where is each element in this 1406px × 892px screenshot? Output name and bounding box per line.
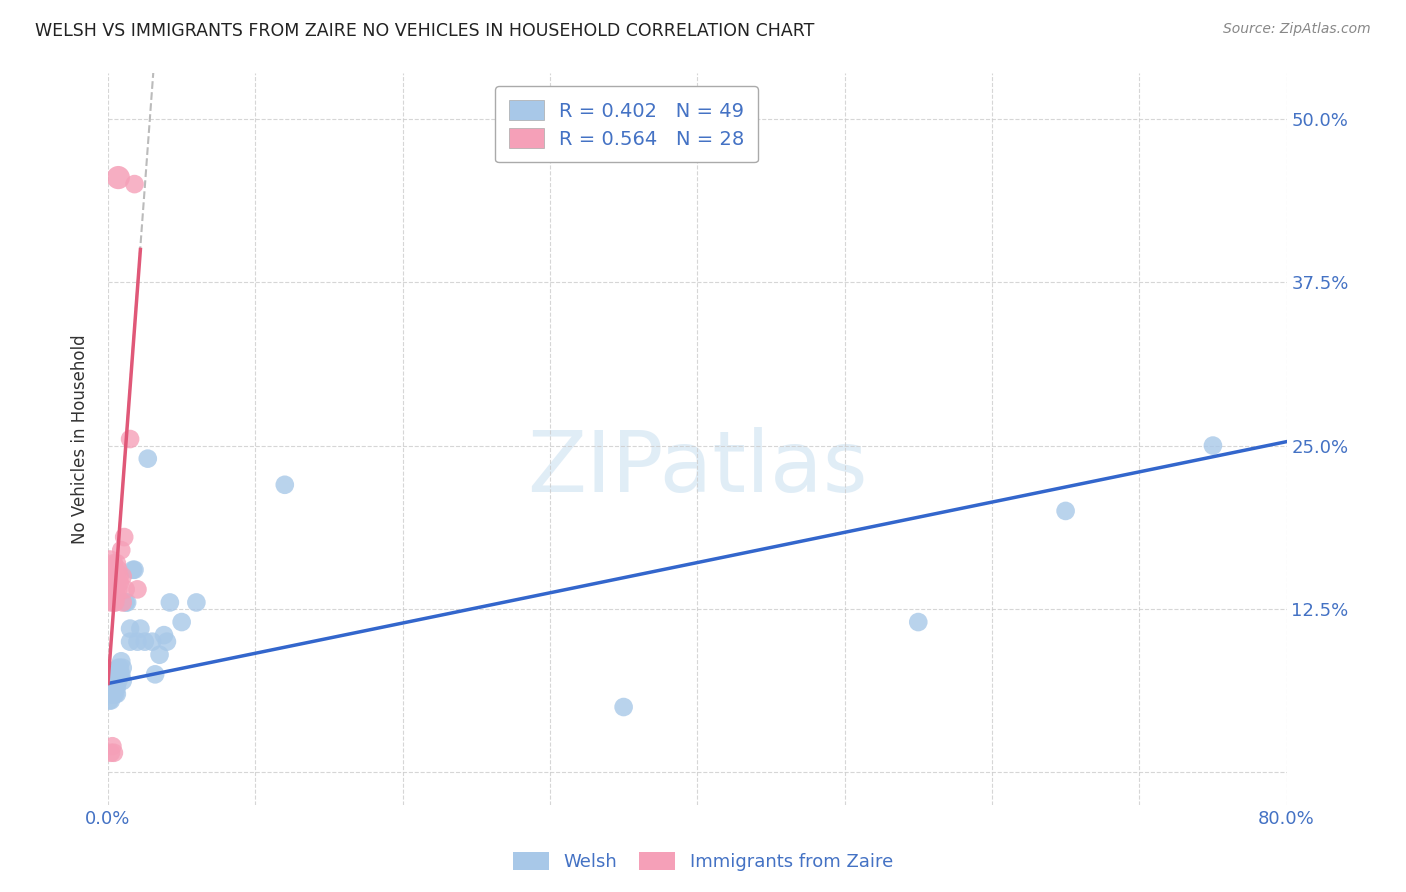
Legend: R = 0.402   N = 49, R = 0.564   N = 28: R = 0.402 N = 49, R = 0.564 N = 28 — [495, 87, 758, 162]
Point — [108, 569, 131, 583]
Point — [108, 661, 131, 675]
Point — [101, 681, 124, 695]
Point — [1054, 504, 1077, 518]
Point — [111, 569, 134, 583]
Point — [105, 687, 128, 701]
Point — [104, 563, 127, 577]
Point — [120, 622, 142, 636]
Point — [100, 595, 122, 609]
Point — [105, 556, 128, 570]
Point — [134, 634, 156, 648]
Point — [101, 563, 124, 577]
Point — [141, 634, 163, 648]
Point — [98, 563, 121, 577]
Point — [104, 595, 127, 609]
Point — [114, 582, 136, 597]
Point — [103, 673, 125, 688]
Point — [101, 589, 124, 603]
Point — [122, 563, 145, 577]
Y-axis label: No Vehicles in Household: No Vehicles in Household — [72, 334, 89, 544]
Point — [104, 667, 127, 681]
Point — [101, 687, 124, 701]
Point — [1202, 439, 1225, 453]
Point — [127, 582, 149, 597]
Point — [107, 661, 129, 675]
Text: WELSH VS IMMIGRANTS FROM ZAIRE NO VEHICLES IN HOUSEHOLD CORRELATION CHART: WELSH VS IMMIGRANTS FROM ZAIRE NO VEHICL… — [35, 22, 814, 40]
Point — [100, 687, 122, 701]
Point — [186, 595, 208, 609]
Point — [105, 575, 128, 590]
Point — [98, 693, 121, 707]
Point — [127, 634, 149, 648]
Point — [101, 673, 124, 688]
Point — [104, 687, 127, 701]
Point — [108, 575, 131, 590]
Point — [170, 615, 193, 629]
Point — [159, 595, 181, 609]
Legend: Welsh, Immigrants from Zaire: Welsh, Immigrants from Zaire — [506, 845, 900, 879]
Point — [98, 681, 121, 695]
Text: Source: ZipAtlas.com: Source: ZipAtlas.com — [1223, 22, 1371, 37]
Point — [120, 432, 142, 446]
Point — [114, 595, 136, 609]
Point — [103, 556, 125, 570]
Point — [105, 667, 128, 681]
Point — [104, 673, 127, 688]
Point — [124, 177, 146, 191]
Point — [103, 681, 125, 695]
Point — [136, 451, 159, 466]
Point — [111, 595, 134, 609]
Point — [103, 575, 125, 590]
Point — [115, 595, 138, 609]
Point — [120, 634, 142, 648]
Point — [124, 563, 146, 577]
Point — [153, 628, 176, 642]
Point — [103, 687, 125, 701]
Point — [101, 687, 124, 701]
Point — [107, 563, 129, 577]
Point — [156, 634, 179, 648]
Point — [100, 569, 122, 583]
Point — [108, 667, 131, 681]
Point — [98, 556, 121, 570]
Point — [110, 543, 132, 558]
Point — [110, 667, 132, 681]
Point — [103, 595, 125, 609]
Point — [143, 667, 166, 681]
Point — [613, 700, 636, 714]
Point — [100, 673, 122, 688]
Point — [148, 648, 170, 662]
Point — [112, 530, 135, 544]
Point — [103, 746, 125, 760]
Point — [101, 739, 124, 754]
Point — [111, 661, 134, 675]
Point — [107, 170, 129, 185]
Point — [274, 477, 297, 491]
Point — [105, 589, 128, 603]
Point — [107, 582, 129, 597]
Point — [129, 622, 152, 636]
Point — [100, 746, 122, 760]
Point — [104, 582, 127, 597]
Point — [100, 693, 122, 707]
Point — [110, 654, 132, 668]
Point — [111, 673, 134, 688]
Text: ZIPatlas: ZIPatlas — [527, 426, 868, 510]
Point — [104, 569, 127, 583]
Point — [907, 615, 929, 629]
Point — [107, 673, 129, 688]
Point — [105, 681, 128, 695]
Point — [98, 582, 121, 597]
